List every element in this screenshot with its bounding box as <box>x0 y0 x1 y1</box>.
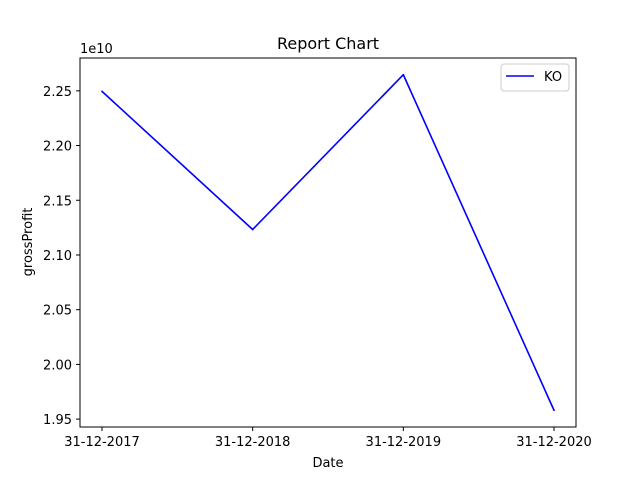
legend: KO <box>500 63 570 92</box>
y-tick-label: 2.25 <box>43 85 72 100</box>
y-tick-label: 2.05 <box>43 304 72 319</box>
x-axis-label: Date <box>312 456 343 471</box>
legend-label-ko: KO <box>544 70 562 85</box>
x-tick-label: 31-12-2017 <box>64 435 140 450</box>
y-axis: 1.95 2.00 2.05 2.10 2.15 2.20 2.25 <box>43 85 80 428</box>
y-axis-label: grossProfit <box>21 208 36 277</box>
y-tick-label: 2.20 <box>43 140 72 155</box>
y-axis-offset-label: 1e10 <box>80 42 113 57</box>
data-point <box>402 73 405 76</box>
chart-title: Report Chart <box>277 34 379 53</box>
data-point <box>251 228 254 231</box>
x-tick-label: 31-12-2020 <box>516 435 592 450</box>
y-tick-label: 2.15 <box>43 194 72 209</box>
x-axis: 31-12-2017 31-12-2018 31-12-2019 31-12-2020 <box>64 427 592 450</box>
y-tick-label: 2.10 <box>43 249 72 264</box>
data-point <box>553 409 555 412</box>
x-tick-label: 31-12-2018 <box>215 435 291 450</box>
data-point <box>101 90 103 93</box>
y-tick-label: 1.95 <box>43 413 72 428</box>
series-line-ko <box>101 73 555 411</box>
plot-area <box>101 73 555 412</box>
y-tick-label: 2.00 <box>43 358 72 373</box>
axes-frame <box>79 57 577 428</box>
legend-box <box>500 63 570 92</box>
x-tick-label: 31-12-2019 <box>366 435 442 450</box>
